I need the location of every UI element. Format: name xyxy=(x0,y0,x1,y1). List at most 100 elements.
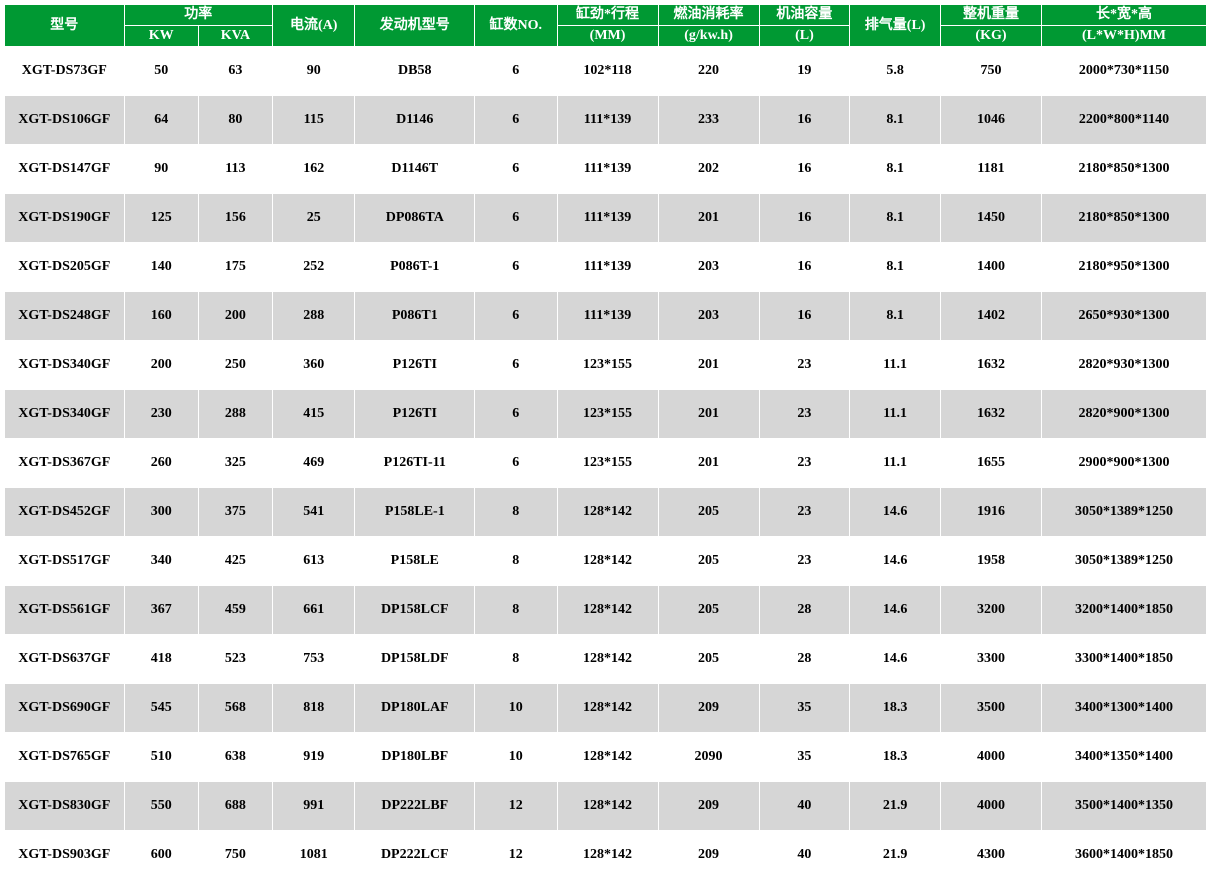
cell-weight: 3500 xyxy=(940,684,1041,733)
cell-engine: DP180LAF xyxy=(355,684,475,733)
cell-cyl: 10 xyxy=(475,684,557,733)
cell-fuel: 202 xyxy=(658,145,759,194)
cell-model: XGT-DS340GF xyxy=(5,390,125,439)
cell-bore_stroke: 128*142 xyxy=(557,586,658,635)
table-row: XGT-DS340GF230288415P126TI6123*155201231… xyxy=(5,390,1207,439)
table-row: XGT-DS248GF160200288P086T16111*139203168… xyxy=(5,292,1207,341)
cell-bore_stroke: 128*142 xyxy=(557,831,658,880)
cell-fuel: 233 xyxy=(658,96,759,145)
cell-kva: 113 xyxy=(198,145,272,194)
cell-bore_stroke: 128*142 xyxy=(557,537,658,586)
cell-engine: DP158LCF xyxy=(355,586,475,635)
cell-weight: 1916 xyxy=(940,488,1041,537)
cell-fuel: 203 xyxy=(658,243,759,292)
cell-cyl: 6 xyxy=(475,390,557,439)
cell-model: XGT-DS690GF xyxy=(5,684,125,733)
cell-dims: 3500*1400*1350 xyxy=(1041,782,1206,831)
cell-current: 115 xyxy=(273,96,355,145)
cell-disp: 14.6 xyxy=(850,586,941,635)
cell-kw: 64 xyxy=(124,96,198,145)
cell-disp: 18.3 xyxy=(850,733,941,782)
cell-kw: 510 xyxy=(124,733,198,782)
cell-fuel: 203 xyxy=(658,292,759,341)
cell-model: XGT-DS106GF xyxy=(5,96,125,145)
cell-cyl: 8 xyxy=(475,586,557,635)
cell-kva: 80 xyxy=(198,96,272,145)
cell-model: XGT-DS765GF xyxy=(5,733,125,782)
cell-cyl: 8 xyxy=(475,488,557,537)
table-row: XGT-DS830GF550688991DP222LBF12128*142209… xyxy=(5,782,1207,831)
cell-model: XGT-DS452GF xyxy=(5,488,125,537)
cell-disp: 8.1 xyxy=(850,96,941,145)
cell-model: XGT-DS340GF xyxy=(5,341,125,390)
cell-bore_stroke: 128*142 xyxy=(557,733,658,782)
cell-disp: 8.1 xyxy=(850,243,941,292)
table-row: XGT-DS147GF90113162D1146T6111*139202168.… xyxy=(5,145,1207,194)
cell-fuel: 205 xyxy=(658,586,759,635)
cell-disp: 18.3 xyxy=(850,684,941,733)
cell-kw: 600 xyxy=(124,831,198,880)
cell-model: XGT-DS190GF xyxy=(5,194,125,243)
cell-current: 288 xyxy=(273,292,355,341)
cell-kw: 200 xyxy=(124,341,198,390)
cell-kw: 260 xyxy=(124,439,198,488)
cell-oil: 23 xyxy=(759,341,850,390)
cell-dims: 3400*1350*1400 xyxy=(1041,733,1206,782)
col-header-fuel-l2: (g/kw.h) xyxy=(658,26,759,47)
cell-cyl: 6 xyxy=(475,47,557,96)
cell-fuel: 205 xyxy=(658,537,759,586)
cell-bore_stroke: 111*139 xyxy=(557,292,658,341)
cell-engine: D1146T xyxy=(355,145,475,194)
cell-weight: 1958 xyxy=(940,537,1041,586)
cell-bore_stroke: 123*155 xyxy=(557,390,658,439)
table-row: XGT-DS106GF6480115D11466111*139233168.11… xyxy=(5,96,1207,145)
cell-bore_stroke: 128*142 xyxy=(557,684,658,733)
cell-fuel: 2090 xyxy=(658,733,759,782)
cell-bore_stroke: 123*155 xyxy=(557,341,658,390)
cell-engine: P126TI-11 xyxy=(355,439,475,488)
table-row: XGT-DS690GF545568818DP180LAF10128*142209… xyxy=(5,684,1207,733)
cell-dims: 2820*930*1300 xyxy=(1041,341,1206,390)
cell-kva: 638 xyxy=(198,733,272,782)
table-row: XGT-DS367GF260325469P126TI-116123*155201… xyxy=(5,439,1207,488)
cell-cyl: 6 xyxy=(475,292,557,341)
table-body: XGT-DS73GF506390DB586102*118220195.87502… xyxy=(5,47,1207,880)
cell-weight: 1632 xyxy=(940,341,1041,390)
table-row: XGT-DS340GF200250360P126TI6123*155201231… xyxy=(5,341,1207,390)
cell-cyl: 8 xyxy=(475,635,557,684)
cell-cyl: 12 xyxy=(475,782,557,831)
cell-kw: 418 xyxy=(124,635,198,684)
col-header-dims-l1: 长*宽*高 xyxy=(1041,5,1206,26)
cell-disp: 11.1 xyxy=(850,341,941,390)
cell-dims: 3050*1389*1250 xyxy=(1041,488,1206,537)
cell-oil: 40 xyxy=(759,831,850,880)
cell-dims: 3050*1389*1250 xyxy=(1041,537,1206,586)
cell-dims: 3600*1400*1850 xyxy=(1041,831,1206,880)
cell-bore_stroke: 111*139 xyxy=(557,96,658,145)
cell-kva: 688 xyxy=(198,782,272,831)
cell-current: 541 xyxy=(273,488,355,537)
table-row: XGT-DS452GF300375541P158LE-18128*1422052… xyxy=(5,488,1207,537)
cell-model: XGT-DS205GF xyxy=(5,243,125,292)
cell-cyl: 6 xyxy=(475,341,557,390)
cell-kva: 459 xyxy=(198,586,272,635)
cell-engine: DB58 xyxy=(355,47,475,96)
table-row: XGT-DS73GF506390DB586102*118220195.87502… xyxy=(5,47,1207,96)
cell-weight: 4000 xyxy=(940,733,1041,782)
cell-weight: 4000 xyxy=(940,782,1041,831)
cell-kw: 50 xyxy=(124,47,198,96)
cell-kw: 140 xyxy=(124,243,198,292)
cell-bore_stroke: 111*139 xyxy=(557,145,658,194)
cell-oil: 23 xyxy=(759,390,850,439)
cell-engine: P158LE xyxy=(355,537,475,586)
cell-current: 252 xyxy=(273,243,355,292)
cell-weight: 1655 xyxy=(940,439,1041,488)
col-header-engine: 发动机型号 xyxy=(355,5,475,47)
cell-current: 661 xyxy=(273,586,355,635)
cell-dims: 2180*850*1300 xyxy=(1041,145,1206,194)
cell-bore_stroke: 128*142 xyxy=(557,782,658,831)
table-row: XGT-DS561GF367459661DP158LCF8128*1422052… xyxy=(5,586,1207,635)
cell-oil: 35 xyxy=(759,684,850,733)
cell-weight: 4300 xyxy=(940,831,1041,880)
cell-kw: 367 xyxy=(124,586,198,635)
